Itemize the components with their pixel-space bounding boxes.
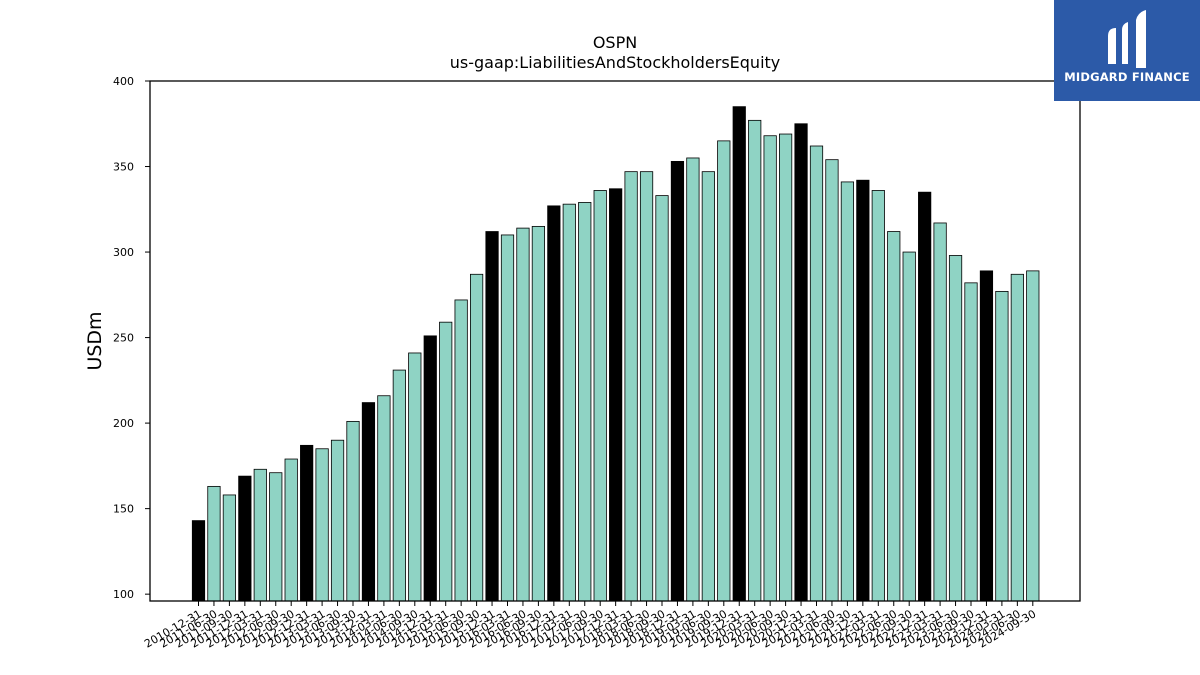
bar (609, 188, 623, 602)
brand-logo: MIDGARD FINANCE (1054, 0, 1200, 101)
bar (531, 225, 546, 602)
bar (732, 106, 746, 602)
bar (670, 160, 685, 602)
bar (284, 458, 298, 602)
y-tick-label: 350 (113, 161, 134, 174)
bar (825, 159, 839, 602)
bar (840, 181, 855, 602)
bar (918, 191, 932, 602)
bar (516, 227, 530, 602)
bar (686, 157, 700, 602)
bar (639, 171, 654, 602)
bar (500, 234, 515, 602)
bar (485, 231, 499, 602)
bar (346, 420, 360, 602)
bar (191, 520, 206, 602)
bar (392, 369, 406, 602)
bar (887, 231, 901, 602)
bar (578, 202, 592, 602)
bar (593, 190, 607, 602)
bar (763, 135, 777, 602)
bar (964, 282, 978, 602)
bar (562, 203, 576, 602)
midgard-logo-icon (1108, 10, 1146, 68)
bar (902, 251, 916, 602)
y-axis: 100 150 200 250 300 350 400 (113, 75, 150, 601)
bar (207, 485, 221, 602)
bar (933, 222, 947, 602)
y-tick-label: 250 (113, 332, 134, 345)
plot-frame (149, 80, 1081, 602)
bar (979, 270, 994, 602)
bar (948, 255, 963, 602)
chart-title: OSPN (593, 33, 637, 52)
x-axis: 2010-12-312011-06-302011-09-302011-12-31… (142, 601, 1038, 651)
bar (1026, 270, 1040, 602)
bar (748, 119, 762, 602)
bar (995, 290, 1009, 602)
y-tick-label: 200 (113, 417, 134, 430)
bar (377, 395, 391, 602)
y-axis-label: USDm (84, 311, 106, 370)
bar (1010, 273, 1024, 602)
bar (408, 352, 422, 602)
bar (330, 439, 345, 602)
y-tick-label: 100 (113, 588, 134, 601)
bar (423, 335, 437, 602)
y-tick-label: 400 (113, 75, 134, 88)
bar (717, 140, 731, 602)
bar (469, 273, 484, 602)
bar (624, 171, 638, 602)
bar (809, 145, 824, 602)
bar (315, 448, 329, 602)
chart-subtitle: us-gaap:LiabilitiesAndStockholdersEquity (450, 53, 781, 72)
bar (269, 472, 283, 602)
bar (454, 299, 468, 602)
bars-group (191, 106, 1040, 602)
bar (547, 205, 561, 602)
y-tick-label: 300 (113, 246, 134, 259)
logo-text: MIDGARD FINANCE (1064, 70, 1190, 84)
bar (300, 444, 314, 602)
bar (222, 494, 236, 602)
bar (238, 475, 252, 602)
bar (439, 321, 453, 602)
bar (655, 195, 669, 602)
bar (871, 190, 885, 602)
bar (779, 133, 793, 602)
bar (794, 123, 808, 602)
y-tick-label: 150 (113, 503, 134, 516)
bar (856, 179, 870, 602)
bar (253, 468, 267, 602)
bar (701, 171, 715, 602)
bar (361, 402, 376, 602)
